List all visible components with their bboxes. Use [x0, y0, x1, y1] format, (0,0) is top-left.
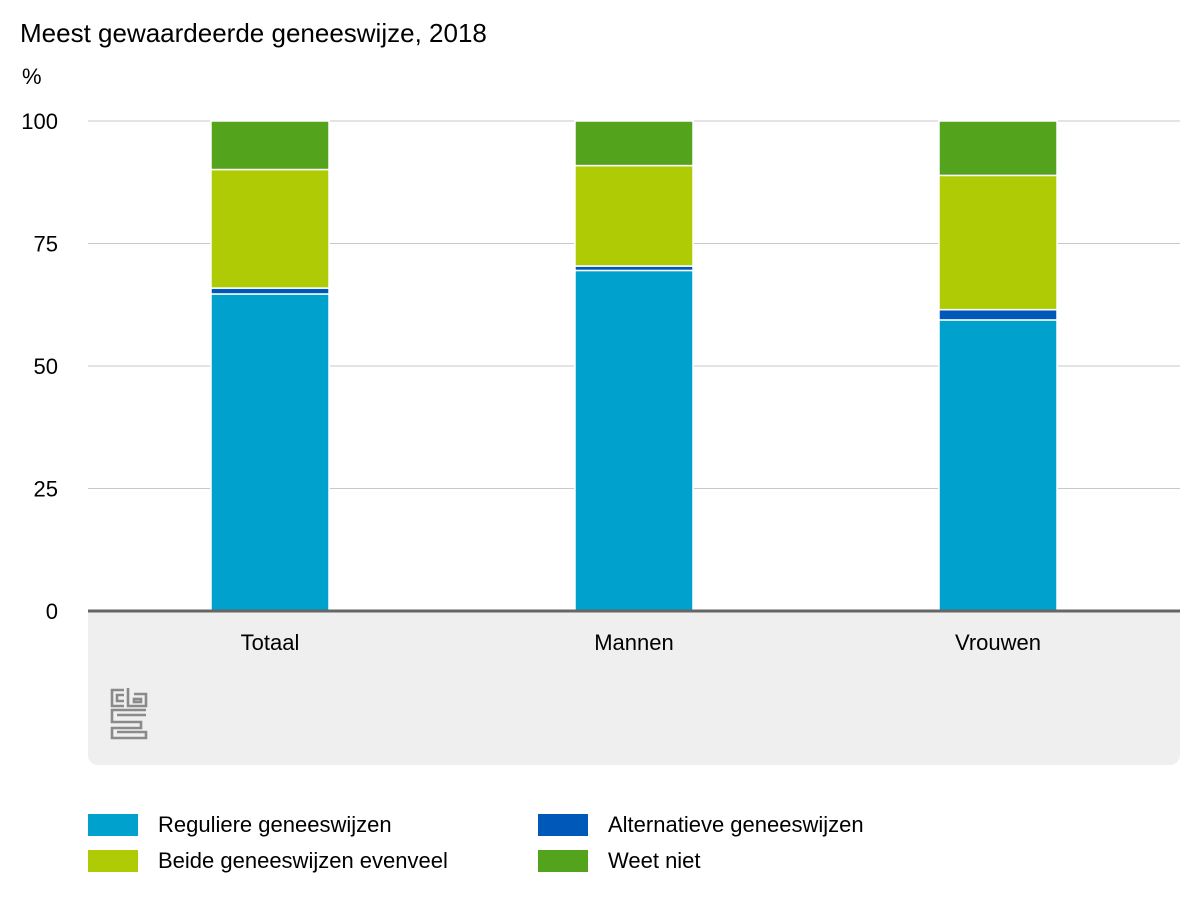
- y-tick-label: 0: [46, 599, 58, 624]
- chart-title: Meest gewaardeerde geneeswijze, 2018: [20, 18, 487, 48]
- x-category-label: Totaal: [241, 630, 300, 655]
- legend-label: Beide geneeswijzen evenveel: [158, 848, 448, 873]
- cbs-logo-icon: [108, 686, 152, 747]
- stacked-bar-chart: 0 25 50 75 100 Totaal Mannen Vrouwen: [21, 109, 1180, 655]
- x-category-label: Mannen: [594, 630, 674, 655]
- legend-item: Reguliere geneeswijzen: [88, 812, 392, 838]
- legend-swatch: [538, 814, 588, 836]
- bar-segment: [938, 319, 1058, 612]
- bar-segment: [938, 174, 1058, 311]
- bar-segment: [938, 308, 1058, 321]
- category-axis-panel: [88, 611, 1180, 765]
- legend-label: Reguliere geneeswijzen: [158, 812, 392, 837]
- y-tick-label: 50: [34, 354, 58, 379]
- legend-swatch: [88, 850, 138, 872]
- x-category-label: Vrouwen: [955, 630, 1041, 655]
- y-tick-label: 25: [34, 477, 58, 502]
- y-tick-label: 100: [21, 109, 58, 134]
- legend-label: Alternatieve geneeswijzen: [608, 812, 864, 837]
- legend-label: Weet niet: [608, 848, 701, 873]
- bar-segment: [938, 120, 1058, 177]
- y-axis-unit-label: %: [22, 64, 42, 89]
- bar-segment: [210, 120, 330, 171]
- bar-segment: [574, 164, 694, 267]
- legend-swatch: [88, 814, 138, 836]
- bar-segment: [210, 168, 330, 289]
- bar-segment: [574, 269, 694, 612]
- legend-item: Beide geneeswijzen evenveel: [88, 848, 448, 874]
- bar-segment: [210, 293, 330, 612]
- legend-item: Alternatieve geneeswijzen: [538, 812, 864, 838]
- bar-segment: [210, 287, 330, 295]
- bar-segment: [574, 120, 694, 167]
- legend-item: Weet niet: [538, 848, 701, 874]
- chart-legend: Reguliere geneeswijzen Alternatieve genee…: [88, 812, 1088, 882]
- y-tick-label: 75: [34, 232, 58, 257]
- legend-swatch: [538, 850, 588, 872]
